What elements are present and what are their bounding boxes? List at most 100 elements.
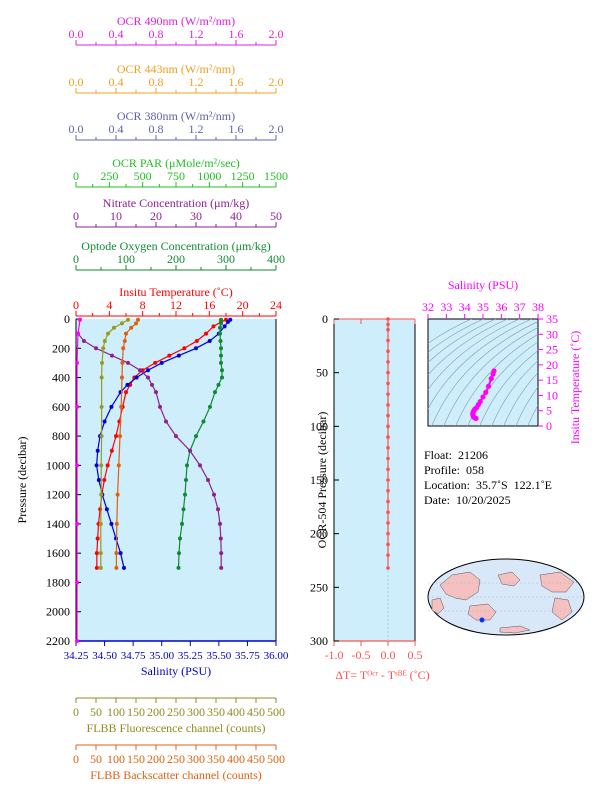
main-y-tick-label: 1000: [46, 458, 70, 472]
top-axis-tick-label: 300: [217, 252, 235, 266]
data-point-salinity: [102, 419, 107, 424]
data-point-oxygen: [219, 360, 223, 365]
top-axis-tick-label: 40: [230, 209, 242, 223]
delta-t-data-point: [386, 566, 390, 570]
ts-y-tick-label: 35: [546, 312, 558, 326]
delta-t-data-point: [386, 531, 390, 536]
top-axis-tick-label: 0: [73, 209, 79, 223]
top-axis-tick-label: 20: [237, 298, 249, 312]
data-point-nitrate: [82, 338, 86, 343]
top-axis-tick-label: 0.4: [109, 122, 124, 136]
data-point-flbbfl: [100, 360, 104, 365]
top-axis-tick-label: 2.0: [269, 122, 284, 136]
data-point-oxygen: [219, 321, 223, 326]
main-y-tick-label: 200: [52, 341, 70, 355]
top-axis-tick-label: 0.8: [149, 75, 164, 89]
bottom-axis-title-salinity: Salinity (PSU): [141, 664, 211, 678]
data-point-oxygen: [216, 382, 221, 387]
data-point-temp: [94, 565, 99, 570]
bottom-axis-tick-label: 400: [227, 752, 245, 766]
data-point-nitrate: [219, 551, 224, 556]
bottom-axis-tick-label: 300: [187, 705, 205, 719]
delta-t-data-point: [386, 521, 390, 525]
data-point-salinity: [125, 382, 130, 387]
delta-t-data-point: [386, 435, 390, 439]
map-landmass: [467, 603, 497, 621]
delta-t-data-point: [386, 499, 390, 504]
data-point-salinity: [95, 448, 100, 453]
bottom-axis-tick-label: 50: [90, 752, 102, 766]
data-point-oxygen: [218, 338, 223, 343]
delta-t-y-axis-title: OCR-504 Pressure (decibar): [315, 412, 329, 549]
data-point-nitrate: [164, 419, 168, 424]
map-landmass: [551, 597, 573, 621]
delta-t-data-point: [386, 370, 390, 375]
ts-data-point: [480, 394, 486, 400]
data-point-salinity: [222, 324, 227, 329]
bottom-axis-tick-label: 450: [247, 752, 265, 766]
top-axis-tick-label: 1.6: [229, 75, 244, 89]
data-point-flbbfl: [99, 375, 104, 380]
ts-y-tick-label: 25: [546, 343, 558, 357]
data-point-flbbbs: [119, 404, 124, 409]
bottom-axis-tick-label: 350: [207, 752, 225, 766]
delta-t-x-tick-label: -0.5: [352, 648, 371, 662]
delta-t-data-point: [386, 381, 390, 386]
profile-date: Date: 10/20/2025: [424, 493, 511, 507]
density-contour: [479, 350, 538, 426]
data-point-temp: [194, 338, 199, 343]
data-point-flbbbs: [118, 434, 122, 439]
bottom-axis-tick-label: 0: [73, 705, 79, 719]
ts-x-axis-title: Salinity (PSU): [448, 278, 518, 292]
top-axis-tick-label: 0: [73, 298, 79, 312]
data-point-nitrate: [126, 360, 130, 365]
data-point-ocr490: [75, 521, 79, 526]
data-point-nitrate: [150, 382, 154, 387]
delta-t-data-point: [386, 327, 390, 332]
float-info: Float: 21206 Profile: 058 Location: 35.7…: [424, 448, 552, 508]
density-contour: [527, 404, 538, 426]
data-point-nitrate: [154, 390, 158, 395]
ts-x-tick-label: 32: [422, 300, 434, 314]
density-contour: [428, 319, 533, 410]
top-axis-tick-label: 0.4: [109, 27, 124, 41]
data-point-salinity: [134, 375, 139, 380]
data-point-oxygen: [185, 463, 189, 468]
delta-t-data-point: [386, 488, 390, 493]
delta-t-data-point: [386, 553, 390, 557]
top-axis-tick-label: 1.2: [189, 75, 204, 89]
data-point-salinity: [207, 338, 212, 343]
data-point-nitrate: [138, 368, 142, 373]
ts-x-tick-label: 38: [532, 300, 544, 314]
ts-data-point: [488, 376, 494, 382]
data-point-flbbbs: [114, 521, 119, 526]
top-axis-tick-label: 200: [167, 252, 185, 266]
bottom-axis-tick-label: 150: [127, 752, 145, 766]
top-axis-title-ocr443: OCR 443nm (W/m²/nm): [117, 62, 235, 76]
map-landmass: [499, 625, 531, 634]
top-axis-title-ocrpar: OCR PAR (μMole/m²/sec): [112, 156, 240, 170]
data-point-flbbfl: [99, 463, 104, 468]
delta-t-y-tick-label: 300: [310, 634, 328, 648]
bottom-axis-tick-label: 200: [147, 705, 165, 719]
data-point-flbbbs: [114, 565, 119, 570]
data-point-oxygen: [218, 331, 222, 336]
bottom-axis-tick-label: 35.00: [149, 650, 174, 662]
data-point-nitrate: [188, 448, 192, 453]
data-point-oxygen: [177, 551, 181, 556]
bottom-axis-tick-label: 350: [207, 705, 225, 719]
data-point-nitrate: [218, 536, 223, 541]
data-point-temp: [153, 360, 158, 365]
data-point-temp: [94, 551, 99, 556]
data-point-flbbfl: [112, 325, 116, 330]
data-point-temp: [109, 448, 114, 453]
ts-x-tick-label: 37: [514, 300, 526, 314]
data-point-ocr490: [75, 404, 79, 409]
bottom-axis-tick-label: 35.75: [235, 650, 260, 662]
data-point-ocr490: [75, 463, 79, 468]
bottom-axis-tick-label: 100: [107, 752, 125, 766]
data-point-flbbfl: [98, 521, 103, 526]
bottom-axis-tick-label: 250: [167, 705, 185, 719]
top-axis-tick-label: 0: [73, 169, 79, 183]
